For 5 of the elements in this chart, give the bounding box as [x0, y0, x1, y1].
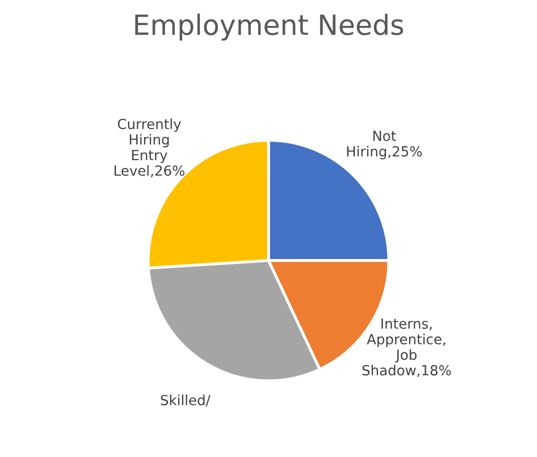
slice-label: Currently Hiring Entry Level,26% — [114, 118, 184, 178]
slice-label: Interns, Apprentice, Job Shadow,18% — [362, 318, 451, 377]
chart-title: Employment Needs — [135, 14, 404, 41]
slice-label: Skilled/ — [160, 394, 210, 406]
slice-label: Not Hiring,25% — [347, 130, 422, 160]
